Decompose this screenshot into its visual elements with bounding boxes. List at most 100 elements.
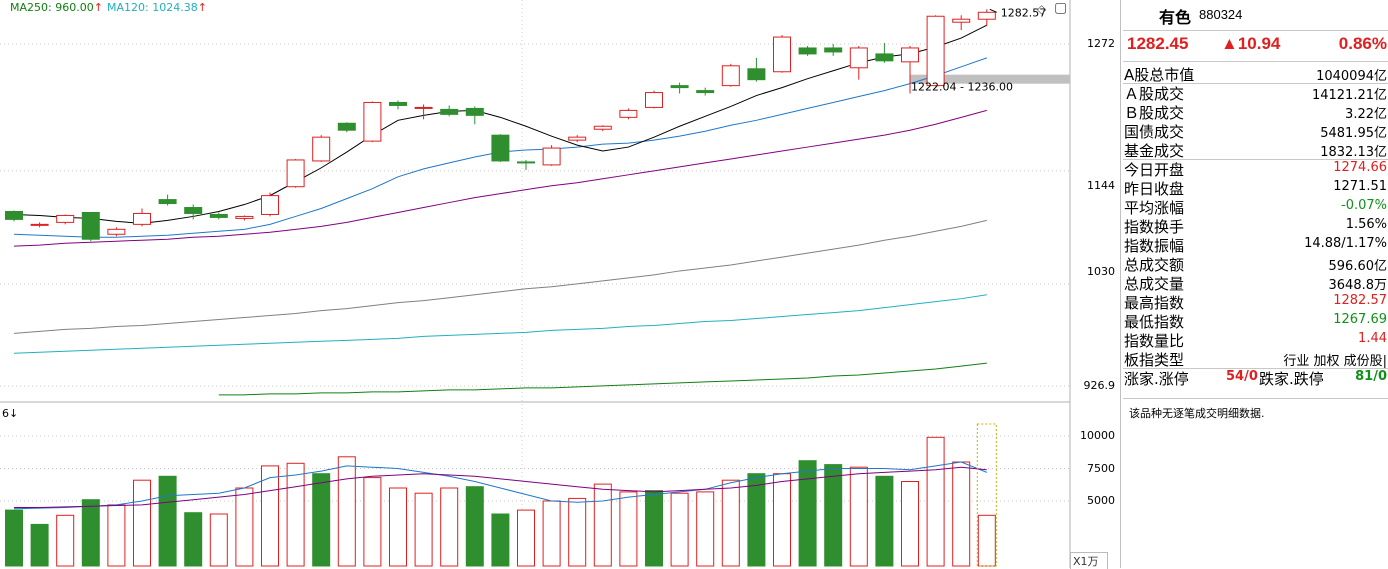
volume-bar bbox=[849, 466, 868, 567]
collapse-icon[interactable]: ▢ bbox=[1054, 0, 1068, 16]
high-price-annotation: 1282.57 bbox=[1001, 6, 1047, 19]
volume-tick: 10000 bbox=[1080, 429, 1115, 442]
volume-bar bbox=[696, 491, 715, 567]
volume-bar bbox=[30, 523, 49, 567]
kline-chart-area[interactable]: 1282.57 1222.04 - 1236.00 MA250: 960.00↑ … bbox=[0, 0, 1120, 569]
candle-body bbox=[389, 101, 407, 106]
candle-body bbox=[721, 65, 740, 87]
volume-tick: 5000 bbox=[1087, 494, 1115, 507]
candle-body bbox=[286, 159, 305, 188]
candle-body bbox=[261, 195, 279, 215]
candle-body bbox=[5, 210, 23, 220]
stat-label: 总成交量 bbox=[1124, 275, 1185, 293]
stat-row: 最高指数 1282.57 bbox=[1121, 292, 1388, 312]
ma120-label: MA120: 1024.38↑ bbox=[107, 1, 207, 14]
candle-body bbox=[926, 15, 945, 87]
price-change-percent: 0.86% bbox=[1338, 34, 1387, 53]
candle-body bbox=[184, 207, 203, 214]
volume-bar bbox=[619, 491, 638, 567]
quote-panel: 有色 880324 1282.45 ▲10.94 0.86% A股总市值 1040… bbox=[1120, 0, 1388, 568]
stat-label: 指数振幅 bbox=[1124, 237, 1185, 255]
volume-bar bbox=[875, 475, 894, 567]
volume-bar bbox=[414, 492, 433, 567]
stat-value: 14121.21亿 bbox=[1311, 88, 1387, 103]
candle-body bbox=[440, 108, 459, 115]
volume-bar bbox=[824, 464, 843, 567]
divider bbox=[1123, 398, 1388, 399]
down-count-label: 跌家.跌停 bbox=[1259, 370, 1324, 388]
stat-label: 今日开盘 bbox=[1124, 161, 1185, 179]
stat-row: 最低指数 1267.69 bbox=[1121, 311, 1388, 331]
stat-label: 指数量比 bbox=[1124, 332, 1185, 350]
up-count-value: 54/0 bbox=[1226, 369, 1258, 384]
stat-value: 596.60亿 bbox=[1328, 259, 1388, 274]
stat-row: 指数量比 1.44 bbox=[1121, 330, 1388, 350]
volume-bar bbox=[747, 473, 766, 567]
stat-value: 1267.69 bbox=[1333, 312, 1387, 327]
stat-value: 1040094亿 bbox=[1316, 69, 1387, 84]
stat-value: 1.56% bbox=[1345, 217, 1387, 232]
stat-row: 基金成交 1832.13亿 bbox=[1121, 140, 1388, 160]
volume-bar bbox=[901, 481, 919, 567]
stat-row: 板指类型 行业 加权 成份股| bbox=[1121, 349, 1388, 369]
price-tick: 1272 bbox=[1087, 37, 1115, 50]
range-annotation: 1222.04 - 1236.00 bbox=[911, 81, 1013, 94]
stat-row: 指数换手 1.56% bbox=[1121, 216, 1388, 236]
volume-bar bbox=[721, 479, 740, 567]
candle-body bbox=[747, 68, 766, 81]
ma120-arrow: ↑ bbox=[197, 1, 207, 14]
candle-body bbox=[30, 223, 49, 226]
stat-label: Ｂ股成交 bbox=[1124, 104, 1185, 122]
stat-row: 指数振幅 14.88/1.17% bbox=[1121, 235, 1388, 255]
candle-body bbox=[619, 109, 638, 118]
stat-value: 1832.13亿 bbox=[1320, 145, 1387, 160]
volume-bar bbox=[568, 497, 587, 567]
volume-bar bbox=[5, 509, 23, 567]
updown-row: 涨家.涨停 54/0 跌家.跌停 81/0 bbox=[1121, 368, 1388, 388]
level-bar bbox=[910, 74, 1070, 84]
candle-body bbox=[158, 199, 177, 205]
price-tick: 926.9 bbox=[1083, 379, 1116, 392]
divider bbox=[1123, 30, 1388, 31]
stat-label: 总成交额 bbox=[1124, 256, 1185, 274]
stat-label: 最低指数 bbox=[1124, 313, 1185, 331]
high-marker-arrow bbox=[989, 8, 997, 13]
volume-bar bbox=[952, 461, 971, 567]
stat-value: 14.88/1.17% bbox=[1304, 236, 1387, 251]
last-price: 1282.45 bbox=[1127, 34, 1189, 53]
stat-value: 行业 加权 成份股| bbox=[1283, 354, 1387, 369]
diamond-icon[interactable]: ◇ bbox=[1037, 2, 1047, 16]
candle-body bbox=[235, 215, 254, 219]
stat-row: 今日开盘 1274.66 bbox=[1121, 159, 1388, 179]
candle-body bbox=[798, 47, 817, 55]
volume-bar bbox=[645, 490, 663, 567]
volume-bar bbox=[133, 479, 151, 567]
security-code: 880324 bbox=[1199, 7, 1243, 22]
volume-bar bbox=[977, 514, 996, 567]
ma20-line bbox=[13, 109, 987, 247]
candle-body bbox=[133, 212, 151, 225]
stat-row: 国债成交 5481.95亿 bbox=[1121, 121, 1388, 141]
divider bbox=[1123, 83, 1388, 84]
divider bbox=[1123, 61, 1388, 62]
volume-bar bbox=[312, 473, 331, 567]
candle-body bbox=[107, 228, 126, 235]
security-name: 有色 bbox=[1159, 10, 1192, 27]
candle-body bbox=[363, 101, 382, 142]
price-chart[interactable]: 1282.57 1222.04 - 1236.00 bbox=[0, 0, 1120, 568]
stat-row: 总成交量 3648.8万 bbox=[1121, 273, 1388, 293]
stat-value: 1.44 bbox=[1358, 331, 1387, 346]
volume-bar bbox=[337, 456, 356, 567]
volume-bar bbox=[440, 487, 459, 567]
tick-data-note: 该品种无逐笔成交明细数据. bbox=[1129, 407, 1265, 420]
volume-bar bbox=[670, 492, 689, 567]
ma120-label-text: MA120: 1024.38 bbox=[107, 1, 198, 14]
stat-row: Ｂ股成交 3.22亿 bbox=[1121, 102, 1388, 122]
volume-bar bbox=[542, 500, 561, 567]
volume-bar bbox=[389, 487, 407, 567]
candle-body bbox=[977, 11, 996, 20]
candle-body bbox=[568, 136, 587, 141]
ma5-line bbox=[13, 24, 988, 224]
volume-bar bbox=[491, 513, 510, 567]
candle-body bbox=[645, 92, 663, 108]
